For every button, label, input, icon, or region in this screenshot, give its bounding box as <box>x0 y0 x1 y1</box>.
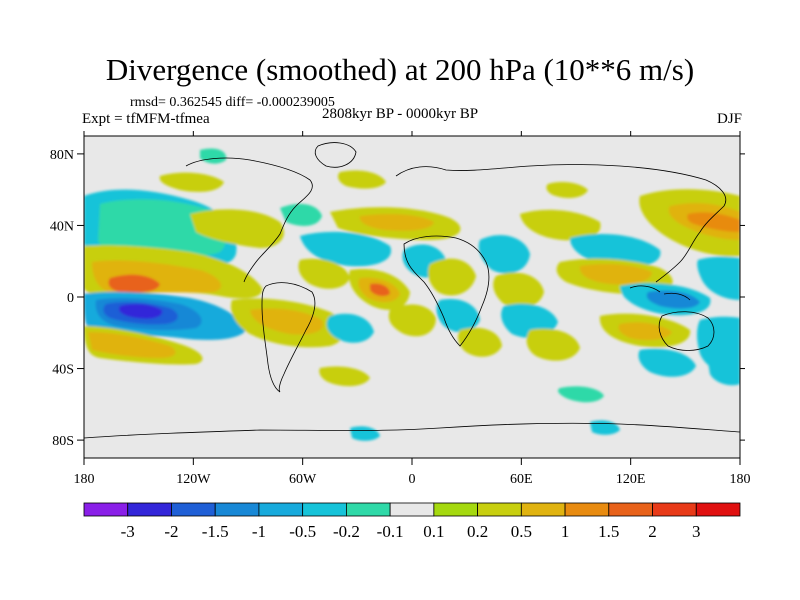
contour-region <box>558 386 604 403</box>
colorbar-swatch <box>214 502 260 517</box>
lon-tick-label: 120W <box>176 472 211 487</box>
colorbar-label: 1.5 <box>598 522 619 541</box>
lat-tick-label: 40N <box>50 219 74 234</box>
contour-region <box>520 209 601 241</box>
contour-region <box>697 256 740 300</box>
contour-region <box>298 258 350 289</box>
lat-tick-label: 80S <box>52 434 74 449</box>
colorbar-label: -3 <box>121 522 135 541</box>
contour-region <box>708 360 740 386</box>
coastline-indonesia <box>629 285 691 301</box>
colorbar: -3 -2 -1.5 -1 -0.5 -0.2 -0.1 0.1 0.2 0.5 1 1.5 2 3 <box>83 502 741 541</box>
contour-region <box>436 298 480 333</box>
lat-tick-label: 80N <box>50 148 74 163</box>
coastline-australia <box>658 311 715 351</box>
colorbar-label: -1 <box>252 522 266 541</box>
contour-region <box>190 209 284 248</box>
contour-region <box>388 304 436 337</box>
contour-region <box>359 214 434 231</box>
coastline-greenland <box>314 142 357 168</box>
colorbar-label: -2 <box>164 522 178 541</box>
contour-region <box>546 182 588 198</box>
contour-region <box>697 316 740 374</box>
longitude-axis: 180 120W 60W 0 60E 120E 180 <box>74 131 751 487</box>
lon-tick-label: 120E <box>616 472 646 487</box>
lat-tick-label: 40S <box>52 363 74 378</box>
colorbar-swatch <box>652 502 697 517</box>
lon-tick-label: 0 <box>409 472 416 487</box>
colorbar-swatch <box>695 502 741 517</box>
contour-region <box>579 264 652 285</box>
contour-region <box>458 327 502 357</box>
coastline-south-america <box>261 282 316 393</box>
colorbar-swatch <box>83 502 129 517</box>
contour-region <box>526 328 580 361</box>
colorbar-swatch <box>433 502 479 517</box>
contour-region <box>108 274 160 293</box>
chart-title: Divergence (smoothed) at 200 hPa (10**6 … <box>105 52 695 87</box>
coastline-europe-asia <box>395 164 727 283</box>
contour-region <box>280 203 322 226</box>
colorbar-swatch <box>520 502 566 517</box>
colorbar-swatch <box>389 502 435 517</box>
colorbar-swatch <box>302 502 347 517</box>
lat-tick-label: 0 <box>67 291 74 306</box>
colorbar-label: -0.2 <box>333 522 360 541</box>
season-label: DJF <box>716 111 742 127</box>
contour-region <box>478 235 530 274</box>
contour-region <box>250 308 324 335</box>
contour-region <box>370 283 390 297</box>
colorbar-label: 0.5 <box>511 522 532 541</box>
contour-region <box>159 172 224 192</box>
contour-region <box>338 170 386 189</box>
colorbar-label: -0.1 <box>377 522 404 541</box>
contour-region <box>646 290 700 309</box>
experiment-label: Expt = tfMFM-tfmea <box>82 111 210 127</box>
colorbar-swatch <box>127 502 172 517</box>
colorbar-label: 3 <box>692 522 701 541</box>
lon-tick-label: 60E <box>510 472 533 487</box>
coastline-africa <box>403 235 490 347</box>
colorbar-label: 2 <box>648 522 657 541</box>
contour-region <box>428 258 476 296</box>
colorbar-label: 1 <box>561 522 570 541</box>
colorbar-swatch <box>258 502 304 517</box>
colorbar-swatch <box>477 502 522 517</box>
colorbar-label: 0.1 <box>423 522 444 541</box>
lon-tick-label: 180 <box>730 472 751 487</box>
period-label: 2808kyr BP - 0000kyr BP <box>322 106 479 122</box>
contour-region <box>618 322 672 340</box>
lon-tick-label: 60W <box>289 472 317 487</box>
contour-region <box>326 313 374 343</box>
coastline-north-america <box>185 157 313 283</box>
contour-region <box>88 332 176 358</box>
coastlines <box>84 142 740 439</box>
colorbar-swatch <box>345 502 391 517</box>
stats-text: rmsd= 0.362545 diff= -0.000239005 <box>130 95 335 110</box>
latitude-axis: 80N 40N 0 40S 80S <box>50 148 745 449</box>
contour-region <box>319 366 370 387</box>
contour-region <box>300 231 392 267</box>
contour-region <box>118 303 163 319</box>
lon-tick-label: 180 <box>74 472 95 487</box>
colorbar-swatch <box>171 502 216 517</box>
contour-region <box>638 348 696 377</box>
contour-region <box>687 212 740 232</box>
colorbar-label: -0.5 <box>289 522 316 541</box>
coastline-antarctica <box>84 422 740 439</box>
divergence-field <box>84 148 740 441</box>
colorbar-swatch <box>564 502 610 517</box>
colorbar-swatch <box>608 502 653 517</box>
colorbar-label: 0.2 <box>467 522 488 541</box>
contour-region <box>493 272 544 308</box>
colorbar-label: -1.5 <box>202 522 229 541</box>
